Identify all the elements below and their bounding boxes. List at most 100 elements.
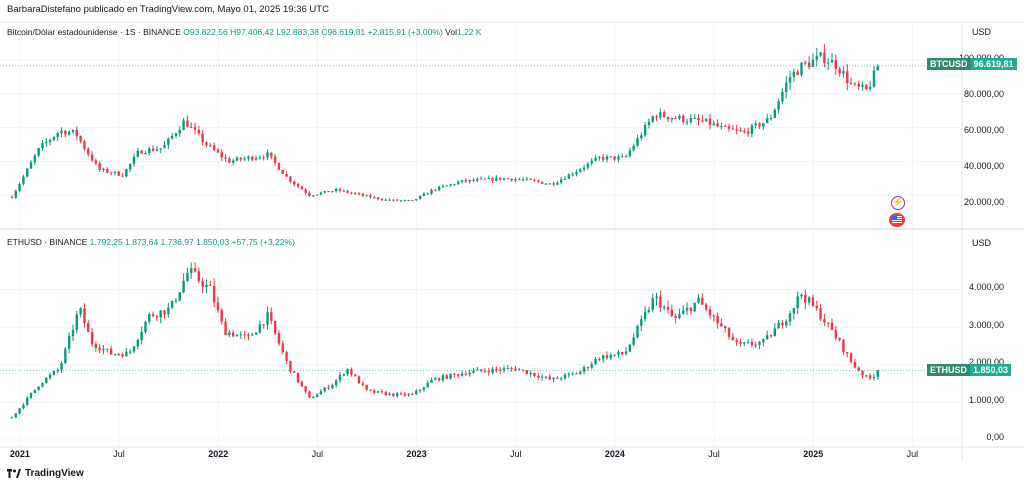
eth-candle (289, 360, 292, 372)
eth-candle (521, 369, 525, 371)
eth-candle (315, 394, 319, 398)
eth-candle (373, 390, 376, 393)
btc-candle (94, 160, 98, 164)
eth-candle (163, 310, 166, 315)
btc-candle (361, 193, 365, 196)
tradingview-brand-name: TradingView (25, 468, 84, 479)
eth-candle (628, 344, 632, 352)
eth-candle (26, 397, 29, 405)
eth-candle (22, 404, 25, 409)
eth-candle (708, 309, 712, 316)
btc-legend-name: Bitcoin/Dólar estadounidense · 1S · BINA… (7, 27, 181, 37)
btc-candle (868, 86, 872, 89)
btc-candle (159, 148, 162, 150)
eth-candle (75, 314, 78, 330)
btc-candle (621, 156, 624, 158)
eth-currency-unit[interactable]: USD (972, 238, 992, 248)
eth-candle (598, 358, 601, 360)
btc-candle (636, 138, 639, 146)
eth-candle (853, 361, 857, 368)
btc-candle (300, 186, 304, 190)
eth-candle (560, 378, 563, 380)
btc-candle (750, 125, 754, 134)
eth-legend-open: 1.792,25 (89, 237, 123, 247)
eth-candle (79, 308, 82, 315)
btc-candle (552, 183, 555, 185)
btc-candle (41, 143, 44, 149)
eth-candle (251, 334, 254, 336)
eth-candle (529, 372, 532, 374)
tradingview-brand[interactable]: TradingView (7, 468, 84, 479)
eth-candle (823, 319, 826, 323)
eth-candle (518, 369, 521, 371)
eth-candle (254, 332, 258, 335)
eth-candle (109, 348, 113, 355)
btc-candle (624, 155, 628, 157)
btc-candle (151, 148, 155, 151)
eth-y-tick: 3.000,00 (968, 320, 1004, 330)
eth-candle (746, 342, 750, 344)
btc-candle (872, 70, 876, 87)
btc-candle (712, 123, 715, 125)
eth-candle (838, 337, 841, 340)
eth-candle (720, 323, 723, 327)
btc-candle (655, 116, 658, 118)
eth-candle (426, 382, 429, 388)
eth-candle (632, 337, 635, 345)
btc-candle (788, 76, 792, 83)
eth-candle (479, 369, 483, 371)
btc-candle (666, 117, 670, 120)
btc-candle (865, 84, 868, 89)
btc-candle (136, 150, 140, 157)
eth-candle (308, 391, 311, 398)
btc-candle (758, 123, 761, 127)
eth-candle (87, 323, 90, 333)
btc-candle (457, 181, 460, 185)
btc-last-price-value: 96.619,81 (970, 58, 1017, 70)
btc-candle (56, 133, 59, 137)
btc-candle (411, 200, 414, 202)
time-axis[interactable]: 2021 Jul 2022 Jul 2023 Jul 2024 Jul 2025 Jul (0, 449, 962, 461)
eth-candle (239, 334, 243, 336)
eth-candle (380, 391, 384, 393)
lightning-event-icon[interactable]: ⚡ (891, 196, 905, 210)
eth-candle (716, 315, 719, 324)
btc-candle (601, 156, 605, 160)
eth-candle (437, 378, 441, 381)
us-flag-event-icon[interactable] (889, 213, 905, 227)
eth-candle (670, 309, 674, 316)
eth-candle (125, 351, 128, 357)
eth-candle (327, 387, 330, 389)
btc-candle (79, 136, 82, 142)
eth-candle (304, 386, 307, 392)
btc-candle (18, 183, 21, 191)
eth-candle (45, 377, 48, 384)
time-axis-tick: Jul (311, 449, 324, 459)
btc-candle (731, 128, 735, 130)
time-axis-tick: Jul (906, 449, 919, 459)
eth-candle (689, 307, 693, 312)
btc-candle (495, 177, 498, 181)
btc-candle (388, 199, 391, 201)
btc-candle (815, 55, 818, 60)
btc-candle (582, 167, 586, 170)
btc-candle (525, 178, 529, 180)
eth-legend-high: 1.873,64 (125, 237, 159, 247)
eth-candle (540, 376, 544, 378)
btc-candle (830, 59, 834, 63)
btc-symbol-label: BTCUSD (927, 58, 971, 70)
btc-candle (212, 145, 216, 150)
eth-candle (651, 298, 654, 311)
eth-candle (834, 330, 838, 338)
btc-candle (163, 144, 166, 149)
eth-candle (662, 307, 666, 309)
eth-legend: ETHUSD · BINANCE 1.792,25 1.873,64 1.736… (7, 237, 295, 247)
btc-candle (67, 132, 71, 135)
eth-candle (506, 368, 510, 370)
eth-candle (193, 268, 197, 272)
btc-candle (407, 200, 410, 202)
btc-candle (128, 163, 132, 170)
btc-currency-unit[interactable]: USD (972, 27, 992, 37)
btc-candle (876, 65, 879, 71)
